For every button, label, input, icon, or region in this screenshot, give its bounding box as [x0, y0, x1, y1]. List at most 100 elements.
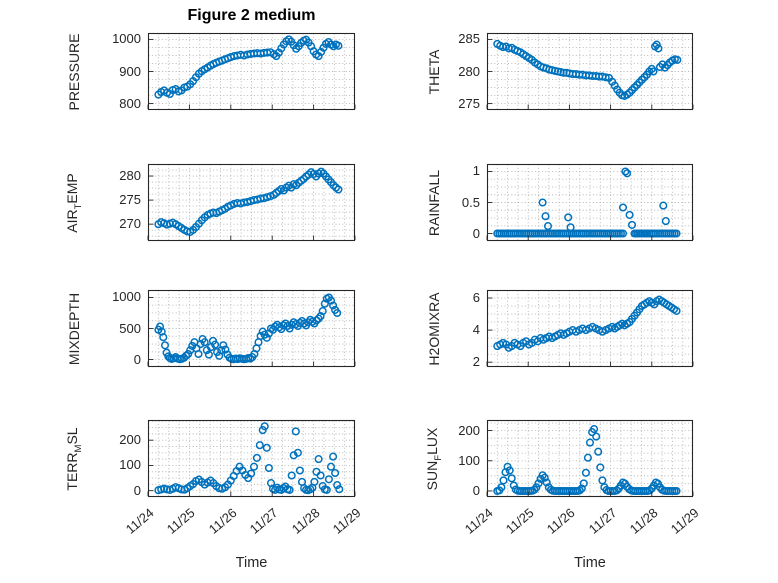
data-point: [649, 67, 658, 76]
data-point: [612, 486, 621, 495]
data-point: [295, 466, 304, 475]
data-point: [334, 41, 343, 50]
y-tick-label: 0: [133, 482, 141, 498]
y-tick-label: 0: [472, 225, 480, 241]
data-point: [575, 486, 584, 495]
y-axis-label-air_temp: AIRTEMP: [64, 173, 84, 233]
y-axis-label-theta: THETA: [426, 49, 442, 94]
data-point: [581, 468, 590, 477]
y-axis-label-text: THETA: [426, 49, 442, 94]
data-point: [284, 35, 293, 44]
data-point: [541, 212, 550, 221]
data-point: [182, 351, 191, 360]
x-tick-label: 11/24: [461, 505, 496, 537]
data-point: [532, 483, 541, 492]
data-point: [334, 185, 343, 194]
data-point: [322, 485, 331, 494]
y-tick-label: 270: [119, 216, 141, 232]
data-point: [505, 466, 514, 475]
x-tick-label: 11/29: [329, 505, 364, 537]
data-point: [534, 479, 543, 488]
y-axis-label-text: MIXDEPTH: [66, 292, 82, 365]
x-tick-label: 11/25: [502, 505, 537, 537]
data-point: [625, 210, 634, 219]
data-point: [499, 476, 508, 485]
data-point: [542, 478, 551, 487]
plot-area-pressure: [147, 32, 356, 111]
data-point: [160, 341, 170, 350]
plot-area-mixdepth: [147, 289, 356, 368]
data-point: [204, 350, 213, 359]
data-point: [155, 322, 165, 331]
y-tick-label: 500: [119, 320, 141, 336]
data-point: [566, 223, 575, 232]
data-point: [159, 333, 168, 342]
y-axis-label-terr_msl: TERRMSL: [64, 427, 84, 490]
y-tick-label: 900: [119, 63, 141, 79]
data-point: [219, 341, 228, 350]
data-point: [627, 220, 637, 229]
y-tick-label: 0: [472, 482, 480, 498]
y-axis-label-text: RAINFALL: [426, 169, 442, 236]
y-axis-label-subscript: T: [72, 203, 84, 209]
y-tick-label: 2: [472, 354, 480, 370]
y-tick-label: 275: [458, 95, 480, 111]
y-axis-label-text: AIR: [64, 208, 81, 233]
data-point: [583, 453, 592, 462]
data-point: [299, 174, 308, 183]
data-point: [661, 217, 670, 226]
data-point: [596, 463, 605, 472]
data-point: [654, 44, 663, 53]
axes-box: [147, 289, 356, 368]
y-axis-label-rainfall: RAINFALL: [426, 169, 442, 235]
data-point: [320, 299, 329, 308]
data-point: [308, 317, 317, 326]
y-tick-label: 0.5: [461, 194, 480, 210]
plot-area-terr_msl: [147, 419, 356, 498]
data-point: [564, 213, 573, 222]
x-axis-label: Time: [235, 555, 268, 571]
data-point: [645, 486, 654, 495]
y-tick-label: 1000: [112, 31, 141, 47]
data-point: [507, 474, 516, 483]
data-point: [672, 229, 681, 238]
data-point: [264, 463, 273, 473]
data-point: [672, 306, 681, 315]
y-tick-label: 200: [119, 432, 141, 448]
x-axis-label: Time: [574, 555, 606, 571]
x-tick-label: 11/26: [205, 505, 240, 537]
data-point: [618, 203, 628, 212]
data-point: [279, 321, 288, 330]
data-point: [326, 296, 336, 305]
data-point: [262, 443, 271, 452]
data-point: [255, 441, 264, 450]
data-point: [540, 473, 549, 482]
data-point: [579, 479, 588, 488]
axes-box: [486, 163, 694, 242]
data-point: [594, 447, 603, 456]
data-point: [331, 468, 340, 478]
data-point: [324, 475, 333, 484]
data-point: [312, 316, 321, 325]
y-axis-label-text: H2OMIXRA: [426, 291, 442, 366]
x-tick-label: 11/24: [122, 505, 157, 537]
data-point: [310, 477, 319, 486]
data-point: [300, 319, 309, 328]
y-tick-label: 275: [119, 192, 141, 208]
data-point: [200, 338, 209, 347]
y-tick-label: 6: [472, 290, 480, 306]
data-point: [538, 198, 547, 207]
plot-area-theta: [486, 32, 694, 111]
data-point: [318, 307, 327, 316]
data-point: [262, 333, 271, 342]
data-point: [316, 471, 325, 480]
axes-box: [147, 163, 356, 242]
data-point: [326, 462, 336, 471]
data-point: [260, 422, 269, 431]
plot-area-sun_flux: [486, 419, 694, 498]
y-axis-label-sun_flux: SUNFLUX: [424, 427, 444, 490]
data-point: [585, 438, 595, 447]
data-point: [249, 462, 259, 471]
axes-box: [147, 32, 356, 111]
x-tick-label: 11/28: [626, 505, 661, 537]
